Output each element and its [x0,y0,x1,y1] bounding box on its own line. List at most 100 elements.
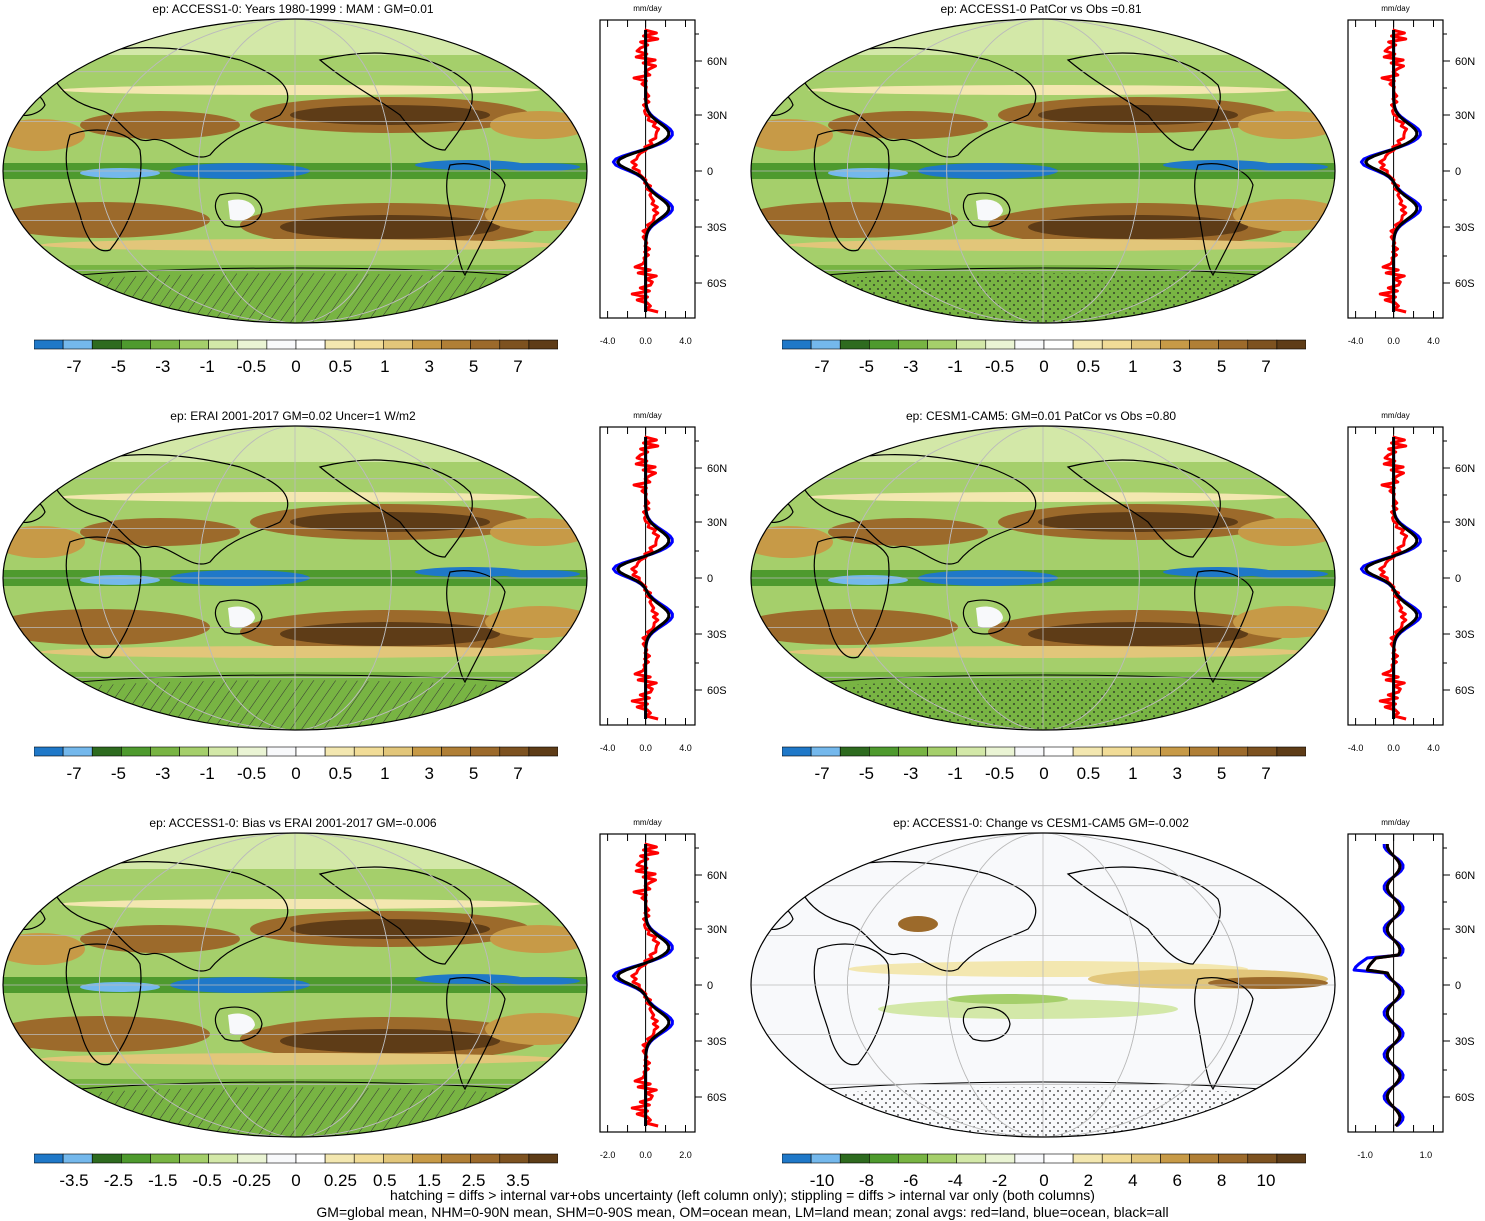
colorbar-label: 7 [513,764,522,783]
latitude-label: 60S [707,685,727,697]
footer-note-1: hatching = diffs > internal var+obs unce… [390,1187,1095,1203]
zonal-average-plot: mm/day 60N 30N 0 30S 60S -4.0 0.0 4.0 [599,411,727,753]
colorbar-label: 7 [513,357,522,376]
panel-title: ep: ACCESS1-0: Change vs CESM1-CAM5 GM=-… [893,816,1189,830]
colorbar-label: -2.5 [104,1171,133,1190]
colorbar-label: 3 [1172,357,1181,376]
zonal-average-plot: mm/day 60N 30N 0 30S 60S -4.0 0.0 4.0 [1347,411,1475,753]
map [2,425,588,731]
colorbar-label: 2.5 [462,1171,486,1190]
panel-6: ep: ACCESS1-0: Change vs CESM1-CAM5 GM=-… [748,814,1485,1221]
panel-title: ep: ACCESS1-0: Bias vs ERAI 2001-2017 GM… [149,816,437,830]
zonal-tick-label: -1.0 [1357,1150,1373,1160]
latitude-label: 0 [707,166,713,178]
latitude-label: 0 [707,573,713,585]
footer-note-2: GM=global mean, NHM=0-90N mean, SHM=0-90… [316,1204,1169,1220]
latitude-label: 30S [707,1036,727,1048]
colorbar-label: 0 [291,1171,300,1190]
colorbar-label: 7 [1261,357,1270,376]
colorbar-label: -5 [111,764,126,783]
colorbar-label: 0 [1039,1171,1048,1190]
zonal-unit-label: mm/day [1381,4,1409,13]
latitude-label: 0 [707,980,713,992]
colorbar: -7 -5 -3 -1 -0.5 0 0.5 1 3 5 7 [782,746,1306,783]
latitude-label: 60N [707,56,727,68]
colorbar-label: -5 [111,357,126,376]
latitude-label: 30N [1455,110,1475,122]
zonal-unit-label: mm/day [1381,411,1409,420]
latitude-label: 30S [1455,629,1475,641]
latitude-label: 30N [1455,517,1475,529]
latitude-label: 30N [707,517,727,529]
zonal-tick-label: -4.0 [1348,743,1364,753]
colorbar-label: 0.5 [1077,357,1101,376]
colorbar: -7 -5 -3 -1 -0.5 0 0.5 1 3 5 7 [34,339,558,376]
zonal-average-plot: mm/day 60N 30N 0 30S 60S -4.0 0.0 4.0 [599,4,727,346]
colorbar-label: -1 [948,764,963,783]
colorbar-label: 8 [1217,1171,1226,1190]
zonal-tick-label: 4.0 [1427,743,1440,753]
colorbar-label: 6 [1172,1171,1181,1190]
colorbar-label: -1.5 [148,1171,177,1190]
colorbar-label: -0.5 [237,357,266,376]
latitude-label: 30S [1455,1036,1475,1048]
latitude-label: 30S [707,222,727,234]
colorbar: -7 -5 -3 -1 -0.5 0 0.5 1 3 5 7 [34,746,558,783]
zonal-tick-label: -4.0 [1348,336,1364,346]
map [2,18,588,324]
colorbar-label: -1 [200,357,215,376]
colorbar-label: -5 [859,357,874,376]
zonal-tick-label: 4.0 [679,336,692,346]
zonal-tick-label: 0.0 [1387,336,1400,346]
colorbar-label: 0 [291,764,300,783]
colorbar-label: 0.25 [324,1171,357,1190]
latitude-label: 60N [707,463,727,475]
colorbar-label: 0.5 [373,1171,397,1190]
colorbar-label: 0 [1039,764,1048,783]
panel-5: ep: ACCESS1-0: Bias vs ERAI 2001-2017 GM… [0,814,742,1221]
colorbar-label: 0 [1039,357,1048,376]
colorbar-label: -10 [810,1171,835,1190]
map [750,832,1336,1138]
latitude-label: 0 [1455,980,1461,992]
panel-1: ep: ACCESS1-0: Years 1980-1999 : MAM : G… [0,0,742,407]
colorbar-label: 7 [1261,764,1270,783]
panel-title: ep: CESM1-CAM5: GM=0.01 PatCor vs Obs =0… [905,409,1177,423]
latitude-label: 60N [1455,56,1475,68]
colorbar-label: 1 [380,764,389,783]
colorbar-label: -0.5 [193,1171,222,1190]
colorbar-label: -8 [859,1171,874,1190]
colorbar-label: -3 [155,357,170,376]
zonal-unit-label: mm/day [1381,818,1409,827]
colorbar-label: 4 [1128,1171,1137,1190]
colorbar: -3.5 -2.5 -1.5 -0.5 -0.25 0 0.25 0.5 1.5 2.5 3.5 [34,1153,558,1190]
colorbar-label: 10 [1257,1171,1276,1190]
latitude-label: 30N [1455,924,1475,936]
map [750,18,1336,324]
colorbar-label: -1 [200,764,215,783]
colorbar-label: -0.5 [237,764,266,783]
zonal-tick-label: 0.0 [639,336,652,346]
colorbar-label: -3 [903,764,918,783]
colorbar-label: 5 [1217,357,1226,376]
colorbar-label: 0.5 [1077,764,1101,783]
latitude-label: 60S [707,278,727,290]
colorbar-label: -3.5 [59,1171,88,1190]
colorbar-label: -0.5 [985,357,1014,376]
zonal-tick-label: 0.0 [639,743,652,753]
zonal-tick-label: 2.0 [679,1150,692,1160]
latitude-label: 60N [1455,463,1475,475]
zonal-tick-label: 4.0 [679,743,692,753]
colorbar-label: 3 [424,357,433,376]
colorbar-label: 1 [1128,764,1137,783]
colorbar-label: -1 [948,357,963,376]
colorbar: -7 -5 -3 -1 -0.5 0 0.5 1 3 5 7 [782,339,1306,376]
latitude-label: 60S [1455,278,1475,290]
latitude-label: 60N [1455,870,1475,882]
colorbar-label: -2 [992,1171,1007,1190]
colorbar-label: 0 [291,357,300,376]
colorbar-label: -6 [903,1171,918,1190]
colorbar-label: -7 [66,357,81,376]
latitude-label: 30S [707,629,727,641]
colorbar-label: 3 [1172,764,1181,783]
